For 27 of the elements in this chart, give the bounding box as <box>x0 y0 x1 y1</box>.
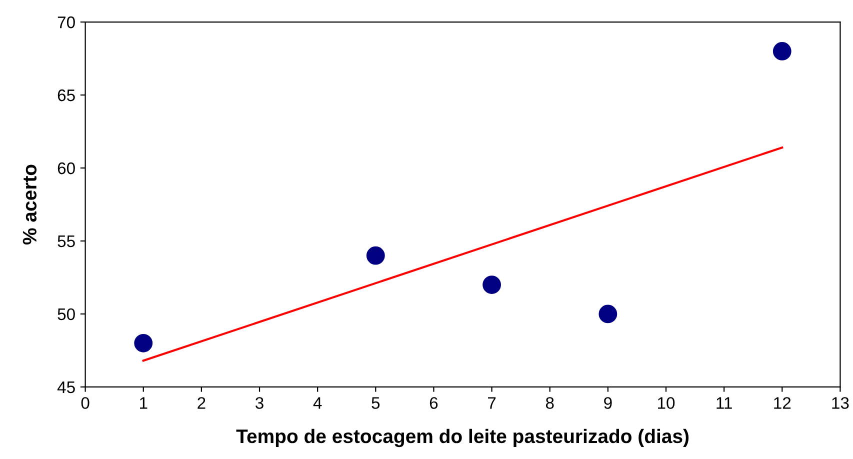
x-tick-label: 1 <box>140 397 148 409</box>
x-tick-label: 8 <box>546 397 554 409</box>
point <box>482 276 501 294</box>
point <box>598 304 618 324</box>
x-tick-label: 13 <box>832 397 849 409</box>
point <box>134 334 153 352</box>
x-tick-label: 11 <box>716 397 732 409</box>
y-axis-title: % acerto <box>22 164 37 245</box>
x-tick-label: 12 <box>774 397 791 409</box>
point <box>366 246 385 265</box>
y-tick-label: 65 <box>58 89 75 102</box>
point <box>772 42 792 60</box>
x-tick-label: 4 <box>313 397 322 409</box>
x-tick-label: 0 <box>81 397 90 409</box>
y-tick-label: 70 <box>58 16 75 28</box>
x-tick-label: 5 <box>372 397 380 409</box>
y-tick-label: 60 <box>58 162 75 174</box>
y-tick-label: 50 <box>58 308 75 320</box>
x-tick-label: 9 <box>604 397 612 409</box>
x-axis-title: Tempo de estocagem do leite pasteurizado (dias) <box>236 428 689 448</box>
x-tick-label: 6 <box>430 397 438 409</box>
y-tick-label: 55 <box>58 236 75 248</box>
x-tick-label: 7 <box>488 397 496 409</box>
y-tick-label: 45 <box>57 382 75 394</box>
x-tick-label: 2 <box>198 397 206 409</box>
x-tick-label: 3 <box>256 397 264 409</box>
x-tick-label: 10 <box>658 397 675 409</box>
